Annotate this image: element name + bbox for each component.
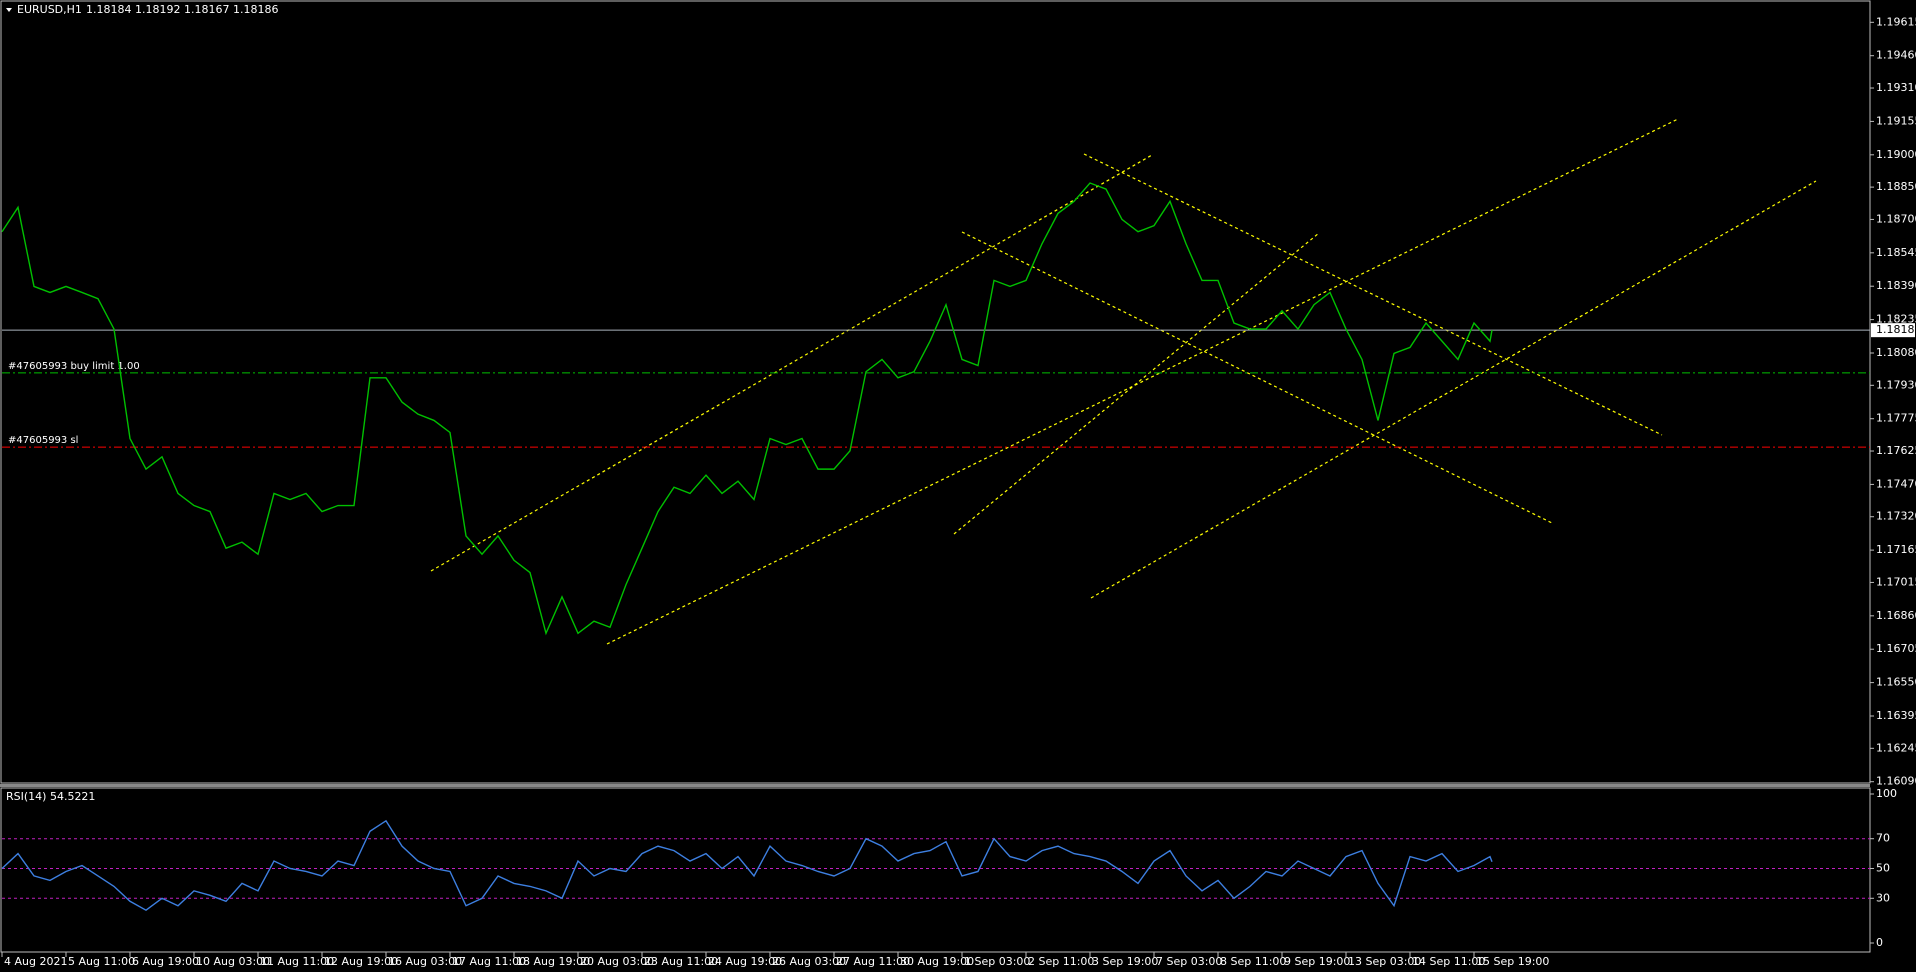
rsi-y-tick-label: 30	[1876, 891, 1890, 904]
y-tick-label: 1.17470	[1876, 477, 1916, 490]
price-line	[1, 182, 1493, 636]
x-tick-label: 8 Sep 11:00	[1220, 955, 1286, 968]
order-label: #47605993 buy limit 1.00	[8, 361, 140, 372]
y-tick-label: 1.16395	[1876, 709, 1916, 722]
y-tick-label: 1.16245	[1876, 741, 1916, 754]
x-tick-label: 14 Sep 11:00	[1412, 955, 1485, 968]
y-tick-label: 1.18700	[1876, 212, 1916, 225]
y-tick-label: 1.19000	[1876, 148, 1916, 161]
x-tick-label: 16 Aug 03:00	[388, 955, 462, 968]
symbol-quote: 1.18184 1.18192 1.18167 1.18186	[86, 3, 278, 16]
y-tick-label: 1.17015	[1876, 575, 1916, 588]
x-tick-label: 23 Aug 11:00	[644, 955, 718, 968]
current-price-label: 1.18186	[1876, 323, 1916, 336]
rsi-title: RSI(14) 54.5221	[6, 790, 95, 803]
trend-line	[606, 118, 1679, 645]
x-tick-label: 4 Aug 2021	[4, 955, 67, 968]
menu-arrow[interactable]	[6, 8, 12, 12]
x-tick-label: 11 Aug 11:00	[260, 955, 334, 968]
rsi-line	[1, 819, 1493, 912]
y-tick-label: 1.18545	[1876, 246, 1916, 259]
trend-line	[1083, 153, 1663, 436]
x-tick-label: 18 Aug 19:00	[516, 955, 590, 968]
rsi-y-tick-label: 50	[1876, 862, 1890, 875]
rsi-frame	[0, 787, 1871, 953]
x-tick-label: 27 Aug 11:00	[836, 955, 910, 968]
x-tick-label: 9 Sep 19:00	[1284, 955, 1350, 968]
y-tick-label: 1.17930	[1876, 378, 1916, 391]
y-tick-label: 1.19615	[1876, 15, 1916, 28]
y-tick-label: 1.19155	[1876, 114, 1916, 127]
x-tick-label: 10 Aug 03:00	[196, 955, 270, 968]
rsi-y-tick-label: 0	[1876, 936, 1883, 949]
x-tick-label: 30 Aug 19:00	[900, 955, 974, 968]
x-tick-label: 20 Aug 03:00	[580, 955, 654, 968]
y-tick-label: 1.18850	[1876, 180, 1916, 193]
x-tick-label: 17 Aug 11:00	[452, 955, 526, 968]
x-tick-label: 3 Sep 19:00	[1092, 955, 1158, 968]
x-tick-label: 5 Aug 11:00	[68, 955, 135, 968]
trend-line	[961, 231, 1553, 524]
x-tick-label: 7 Sep 03:00	[1156, 955, 1222, 968]
x-tick-label: 12 Aug 19:00	[324, 955, 398, 968]
y-tick-label: 1.17625	[1876, 444, 1916, 457]
y-tick-label: 1.16860	[1876, 609, 1916, 622]
x-tick-label: 1 Sep 03:00	[964, 955, 1030, 968]
x-tick-label: 26 Aug 03:00	[772, 955, 846, 968]
y-tick-label: 1.17320	[1876, 510, 1916, 523]
current-price-box	[1871, 323, 1915, 338]
order-label: #47605993 sl	[8, 435, 78, 446]
y-tick-label: 1.16550	[1876, 676, 1916, 689]
trend-line	[1090, 180, 1817, 599]
y-tick-label: 1.17775	[1876, 412, 1916, 425]
y-tick-label: 1.16705	[1876, 642, 1916, 655]
x-tick-label: 15 Sep 19:00	[1476, 955, 1549, 968]
y-tick-label: 1.18235	[1876, 313, 1916, 326]
price-frame	[0, 0, 1871, 784]
y-tick-label: 1.17165	[1876, 543, 1916, 556]
y-tick-label: 1.19310	[1876, 81, 1916, 94]
y-tick-label: 1.18080	[1876, 346, 1916, 359]
y-tick-label: 1.16090	[1876, 775, 1916, 788]
symbol-title: EURUSD,H1	[17, 3, 82, 16]
rsi-y-tick-label: 100	[1876, 787, 1897, 800]
trend-line	[953, 232, 1320, 535]
x-tick-label: 2 Sep 11:00	[1028, 955, 1094, 968]
y-tick-label: 1.19460	[1876, 49, 1916, 62]
trend-line	[430, 154, 1153, 572]
x-tick-label: 24 Aug 19:00	[708, 955, 782, 968]
y-tick-label: 1.18390	[1876, 279, 1916, 292]
rsi-y-tick-label: 70	[1876, 832, 1890, 845]
x-tick-label: 6 Aug 19:00	[132, 955, 199, 968]
trend-channels	[430, 118, 1817, 645]
x-tick-label: 13 Sep 03:00	[1348, 955, 1421, 968]
